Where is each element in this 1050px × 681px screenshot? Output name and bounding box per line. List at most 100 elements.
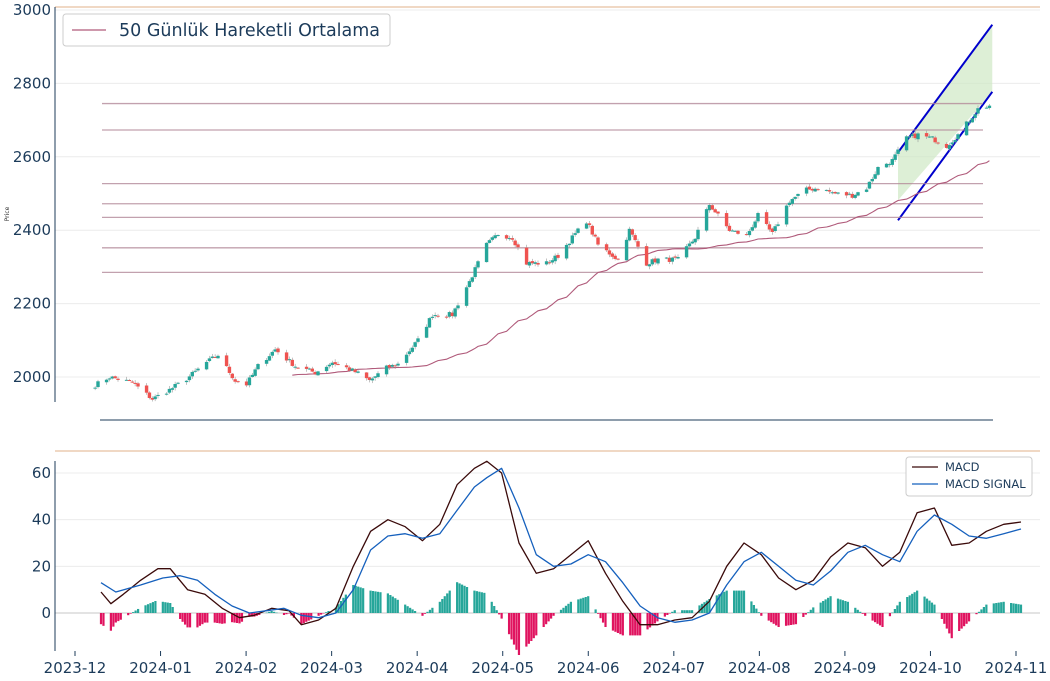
histogram-bar [268, 611, 271, 613]
candle-body [924, 133, 929, 137]
candle-body [593, 234, 597, 237]
histogram-bar [980, 609, 983, 613]
histogram-bar [169, 603, 172, 613]
histogram-bar [132, 612, 135, 613]
candle-body [784, 205, 789, 225]
histogram-bar [374, 591, 377, 613]
histogram-bar [686, 610, 689, 613]
moving-average [292, 160, 990, 376]
x-tick-label: 2024-04 [386, 659, 449, 677]
candle-body [290, 359, 294, 366]
histogram-bar [369, 590, 372, 613]
candle-body [753, 221, 757, 228]
candle-body [313, 371, 317, 375]
histogram-bar [431, 607, 434, 613]
histogram-bar [611, 613, 615, 631]
histogram-bar [997, 602, 1000, 613]
candle-body [216, 355, 220, 359]
histogram-bar [171, 607, 174, 613]
histogram-bar [230, 613, 234, 623]
histogram-bar [134, 610, 137, 613]
histogram-bar [876, 613, 879, 624]
ma-line [292, 160, 990, 376]
histogram-bar [671, 611, 674, 613]
candle-body [153, 396, 157, 400]
x-tick-label: 2024-05 [471, 659, 534, 677]
candle-body [976, 108, 980, 114]
histogram-bar [733, 590, 736, 613]
histogram-bar [213, 613, 216, 623]
histogram-bar [218, 613, 221, 624]
histogram-bar [604, 613, 607, 627]
histogram-bar [646, 613, 649, 630]
price-grid [55, 9, 1040, 378]
histogram-bar [413, 611, 417, 613]
candle-body [276, 348, 280, 353]
date-x-ticks: 2023-12 2024-01 2024-02 2024-03 2024-04 2024-… [44, 651, 1047, 677]
histogram-bar [112, 613, 115, 627]
candle-body [936, 142, 940, 144]
candle-body [570, 235, 574, 244]
candle-body [887, 164, 892, 166]
price-tick-label: 2800 [13, 74, 51, 92]
horizontal-levels [102, 102, 983, 274]
histogram-bar [465, 587, 469, 613]
histogram-bar [755, 608, 758, 613]
histogram-bar [930, 602, 934, 613]
histogram-bar [737, 590, 741, 613]
histogram-bar [352, 585, 355, 613]
histogram-bar [478, 591, 481, 613]
candle-body [430, 316, 434, 318]
candle-body [196, 368, 200, 371]
histogram-bar [99, 613, 103, 625]
macd-histogram [99, 582, 1023, 655]
histogram-bar [201, 613, 204, 625]
price-tick-label: 3000 [13, 1, 51, 19]
price-tick-label: 2000 [13, 368, 51, 386]
candle-body [104, 379, 109, 383]
candle-body [776, 224, 780, 226]
candle-body [896, 149, 900, 154]
histogram-bar [221, 613, 224, 624]
histogram-bar [577, 599, 580, 613]
histogram-bar [735, 590, 738, 613]
histogram-bar [854, 607, 857, 613]
candle-body [267, 356, 272, 361]
histogram-bar [495, 610, 498, 613]
histogram-bar [1012, 603, 1015, 613]
candle-body [730, 230, 734, 232]
histogram-bar [995, 603, 998, 613]
candle-body [964, 121, 969, 136]
histogram-bar [500, 613, 503, 619]
histogram-bar [441, 599, 444, 613]
histogram-bar [846, 601, 849, 613]
macd-tick-label: 20 [32, 557, 51, 575]
candle-body [250, 374, 254, 377]
histogram-bar [1000, 602, 1003, 613]
histogram-bar [448, 590, 451, 613]
histogram-bar [127, 613, 130, 616]
candle-body [210, 356, 214, 358]
histogram-bar [1017, 604, 1020, 613]
histogram-bar [985, 604, 988, 613]
candle-body [407, 351, 412, 355]
histogram-bar [579, 598, 582, 613]
x-tick-label: 2024-10 [899, 659, 962, 677]
histogram-bar [596, 613, 600, 614]
candle-body [544, 261, 549, 265]
histogram-bar [723, 591, 726, 613]
histogram-bar [767, 613, 770, 621]
histogram-bar [896, 605, 899, 613]
candle-body [213, 356, 217, 358]
histogram-bar [784, 613, 788, 626]
histogram-bar [409, 607, 412, 613]
candle-body [244, 381, 249, 386]
histogram-bar [322, 613, 325, 614]
histogram-bar [248, 613, 251, 617]
macd-lines [100, 460, 1022, 626]
candle-body [864, 189, 869, 192]
candle-body [567, 243, 572, 246]
candle-body [830, 192, 834, 194]
histogram-bar [668, 613, 671, 614]
histogram-bar [186, 613, 189, 628]
